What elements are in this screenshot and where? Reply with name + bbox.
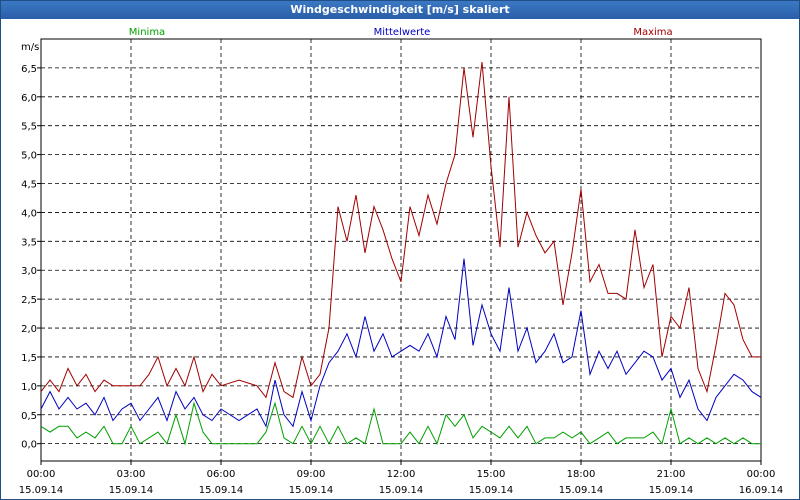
x-tick-date: 15.09.14 <box>289 485 334 496</box>
y-axis-label: m/s <box>21 42 39 53</box>
x-tick-time: 15:00 <box>477 469 506 480</box>
window-title: Windgeschwindigkeit [m/s] skaliert <box>1 1 799 19</box>
y-tick-label: 2,5 <box>21 295 37 306</box>
x-tick-date: 15.09.14 <box>199 485 244 496</box>
x-tick-date: 15.09.14 <box>469 485 514 496</box>
y-axis-ticks: 0,0 0,5 1,0 1,5 2,0 2,5 3,0 3,5 4,0 4,5 5,0 5,5 6,0 6… <box>21 64 41 451</box>
x-tick-date: 15.09.14 <box>559 485 604 496</box>
y-tick-label: 6,5 <box>21 64 37 75</box>
x-tick-date: 15.09.14 <box>109 485 154 496</box>
x-tick-time: 21:00 <box>657 469 686 480</box>
y-tick-label: 1,0 <box>21 382 37 393</box>
y-tick-label: 3,5 <box>21 237 37 248</box>
y-tick-label: 0,0 <box>21 440 37 451</box>
x-tick-time: 12:00 <box>387 469 416 480</box>
x-tick-time: 00:00 <box>747 469 776 480</box>
x-tick-time: 03:00 <box>117 469 146 480</box>
x-tick-date: 16.09.14 <box>739 485 784 496</box>
y-tick-label: 5,0 <box>21 151 37 162</box>
legend-maxima: Maxima <box>633 27 672 38</box>
x-axis-ticks: 00:00 15.09.14 03:00 15.09.14 06:00 15.09.14 0… <box>19 461 784 496</box>
y-tick-label: 2,0 <box>21 324 37 335</box>
gridlines <box>41 39 761 461</box>
series-maxima-line <box>40 62 761 399</box>
legend-mittelwerte: Mittelwerte <box>374 27 431 38</box>
legend-minima: Minima <box>129 27 165 38</box>
series-minima-line <box>40 401 761 446</box>
y-tick-label: 5,5 <box>21 122 37 133</box>
x-tick-time: 06:00 <box>207 469 236 480</box>
x-tick-time: 00:00 <box>27 469 56 480</box>
y-tick-label: 4,5 <box>21 180 37 191</box>
y-tick-label: 4,0 <box>21 208 37 219</box>
y-tick-label: 0,5 <box>21 411 37 422</box>
y-tick-label: 3,0 <box>21 266 37 277</box>
y-tick-label: 1,5 <box>21 353 37 364</box>
x-tick-time: 09:00 <box>297 469 326 480</box>
x-tick-date: 15.09.14 <box>19 485 64 496</box>
x-tick-date: 15.09.14 <box>649 485 694 496</box>
x-tick-time: 18:00 <box>567 469 596 480</box>
x-tick-date: 15.09.14 <box>379 485 424 496</box>
series-mittelwerte-line <box>40 258 762 428</box>
series-lines <box>40 62 762 446</box>
y-tick-label: 6,0 <box>21 93 37 104</box>
wind-speed-chart: 0,0 0,5 1,0 1,5 2,0 2,5 3,0 3,5 4,0 4,5 5,0 5,5 6,0 6… <box>19 27 784 496</box>
